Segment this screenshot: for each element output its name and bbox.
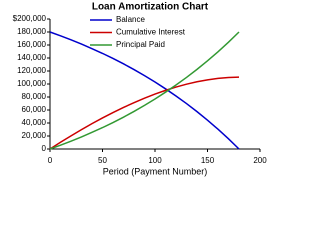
series-line	[49, 76, 240, 150]
y-tick-label: 60,000	[22, 105, 47, 114]
x-tick-label: 100	[148, 156, 162, 165]
y-tick-label: 180,000	[17, 27, 46, 36]
x-tick-label: 150	[201, 156, 215, 165]
y-tick-label: 140,000	[17, 53, 46, 62]
legend-label: Principal Paid	[116, 40, 165, 49]
x-axis-label: Period (Payment Number)	[103, 166, 208, 176]
y-tick-label: 160,000	[17, 40, 46, 49]
x-tick-label: 0	[48, 156, 53, 165]
series-line	[49, 31, 240, 150]
legend-label: Balance	[116, 15, 145, 24]
y-tick-label: 20,000	[22, 131, 47, 140]
y-tick-label: 0	[42, 144, 47, 153]
y-tick-label: $200,000	[13, 14, 47, 23]
y-tick-label: 120,000	[17, 66, 46, 75]
legend-label: Cumulative Interest	[116, 28, 186, 37]
y-tick-label: 80,000	[22, 92, 47, 101]
y-tick-label: 100,000	[17, 79, 46, 88]
x-tick-label: 200	[253, 156, 267, 165]
x-tick-label: 50	[98, 156, 107, 165]
series-line	[49, 31, 240, 150]
chart-title: Loan Amortization Chart	[92, 2, 209, 13]
chart: Loan Amortization Chart Period (Payment …	[13, 2, 268, 177]
y-tick-label: 40,000	[22, 118, 47, 127]
